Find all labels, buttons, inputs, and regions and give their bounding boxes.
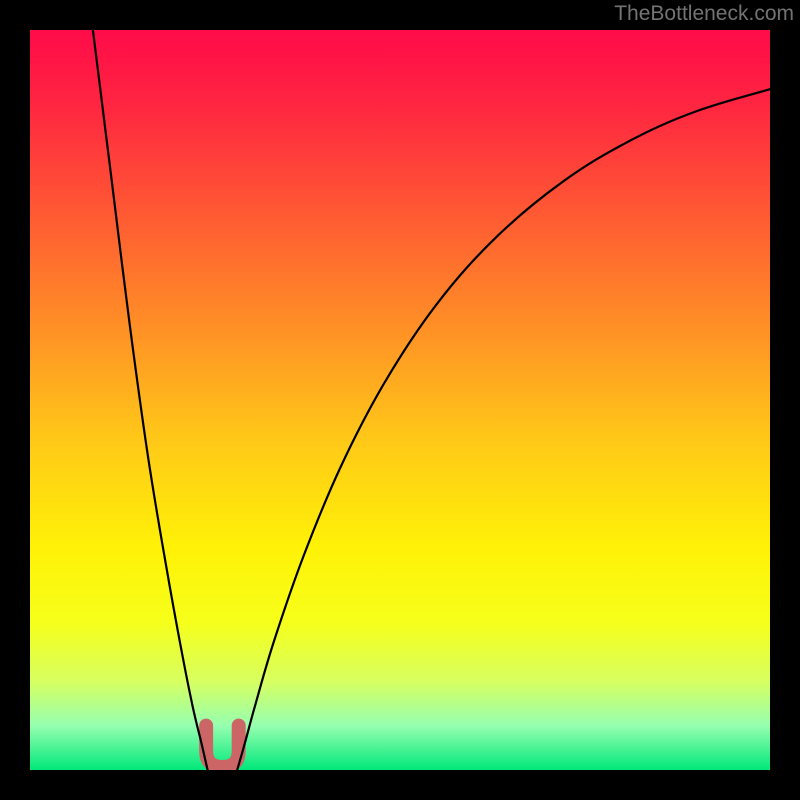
chart-frame: TheBottleneck.com xyxy=(0,0,800,800)
watermark-text: TheBottleneck.com xyxy=(614,2,794,26)
gradient-background xyxy=(30,30,770,770)
bottleneck-chart xyxy=(0,0,800,800)
